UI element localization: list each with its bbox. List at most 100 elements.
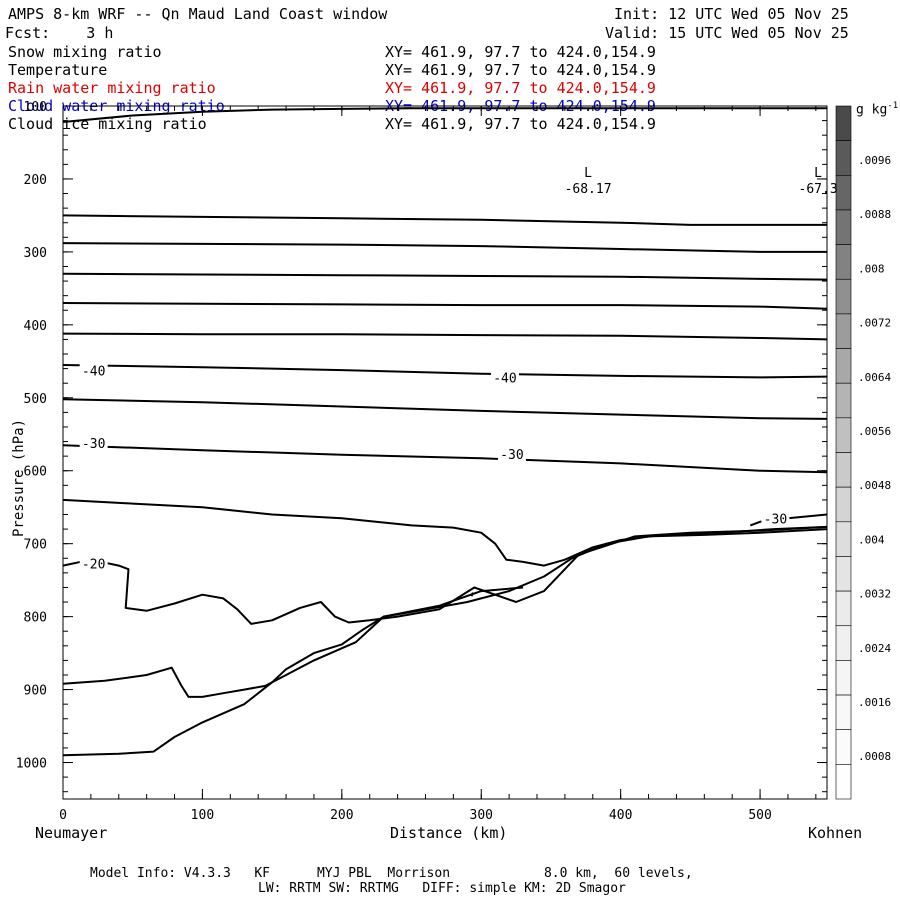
colorbar-label: .0048: [858, 479, 891, 492]
low-value: -68.17: [565, 182, 612, 197]
colorbar-label: .0016: [858, 696, 891, 709]
colorbar-label: .0056: [858, 425, 891, 438]
model-info: Model Info: V4.3.3 KF MYJ PBL Morrison 8…: [90, 866, 693, 881]
y-tick-label: 600: [24, 465, 47, 480]
colorbar-band: [835, 382, 852, 419]
contour-label: -40: [493, 372, 516, 387]
colorbar-band: [835, 590, 852, 627]
contour-line: [62, 444, 828, 474]
colorbar-band: [835, 278, 852, 315]
x-tick-label: 300: [470, 808, 493, 823]
colorbar-label: .008: [858, 262, 885, 275]
field-name: Snow mixing ratio: [8, 43, 162, 61]
plot-border: [62, 105, 828, 800]
contour-line: [62, 302, 828, 310]
field-coords: XY= 461.9, 97.7 to 424.0,154.9: [385, 61, 656, 79]
colorbar-label: .004: [858, 533, 885, 546]
colorbar-band: [835, 694, 852, 730]
y-axis-title: Pressure (hPa): [11, 418, 28, 538]
contour-line: [62, 272, 828, 281]
colorbar-band: [835, 140, 852, 176]
contour-label-bg: [79, 363, 108, 378]
physics-info: LW: RRTM SW: RRTMG DIFF: simple KM: 2D S…: [258, 881, 626, 896]
contour-label-bg: [79, 436, 108, 451]
colorbar-label: .0064: [858, 371, 891, 384]
colorbar-band: [835, 417, 852, 453]
colorbar-band: [835, 313, 852, 349]
contour-line: [62, 528, 828, 757]
y-tick-label: 400: [24, 319, 47, 334]
y-tick-label: 1000: [16, 757, 47, 772]
colorbar-band: [835, 244, 852, 280]
colorbar-band: [835, 556, 852, 592]
contour-line: [62, 107, 827, 123]
left-endpoint: Neumayer: [35, 824, 108, 842]
y-tick-label: 700: [24, 538, 47, 553]
colorbar-band: [835, 105, 852, 141]
colorbar-band: [835, 521, 852, 557]
contour-tick: [470, 592, 474, 597]
forecast-hour: Fcst: 3 h: [5, 24, 114, 42]
colorbar-band: [835, 452, 852, 488]
contour-label-bg: [490, 370, 519, 385]
colorbar-unit: g kg-1: [856, 101, 899, 118]
y-tick-label: 500: [24, 392, 47, 407]
contour-line: [62, 364, 828, 379]
contour-lines: [62, 107, 828, 757]
y-tick-label: 900: [24, 684, 47, 699]
low-marker: L: [584, 166, 592, 181]
low-value: -67.3: [799, 182, 838, 197]
colorbar-label: .0024: [858, 642, 891, 655]
contour-label: -40: [82, 364, 105, 379]
y-tick-label: 300: [24, 246, 47, 261]
colorbar-label: .0032: [858, 588, 891, 601]
contour-label: -30: [82, 437, 105, 452]
colorbar-label: .0008: [858, 750, 891, 763]
colorbar-band: [835, 175, 852, 211]
init-time: Init: 12 UTC Wed 05 Nov 25: [614, 5, 849, 23]
colorbar-band: [835, 209, 852, 245]
field-coords: XY= 461.9, 97.7 to 424.0,154.9: [385, 79, 656, 97]
plot-frame: [62, 105, 828, 800]
y-tick-label: 800: [24, 611, 47, 626]
field-coords: XY= 461.9, 97.7 to 424.0,154.9: [385, 115, 656, 133]
colorbar-band: [835, 348, 852, 384]
y-tick-label: 100: [24, 100, 47, 115]
colorbar-band: [835, 729, 852, 765]
colorbar-label: .0088: [858, 208, 891, 221]
colorbar-label: .0096: [858, 154, 891, 167]
field-name: Rain water mixing ratio: [8, 79, 216, 97]
right-endpoint: Kohnen: [808, 824, 863, 842]
contour-line: [62, 332, 828, 341]
colorbar-band: [835, 764, 852, 800]
contour-label-bg: [497, 447, 526, 462]
x-tick-label: 200: [330, 808, 353, 823]
x-tick-label: 500: [748, 808, 771, 823]
contour-label: -30: [500, 448, 523, 463]
field-name: Cloud ice mixing ratio: [8, 115, 207, 133]
contour-line: [62, 242, 827, 253]
y-tick-label: 200: [24, 173, 47, 188]
contour-labels: -40 -40-30-30-30-20L-68.17L-67.3: [79, 166, 838, 573]
contour-label: -20: [82, 558, 105, 573]
contour-label-bg: [79, 556, 108, 571]
axis-ticks: 0 100 200 300 400 500 100 200 300 400 500 600 700 800…: [16, 100, 827, 823]
x-tick-label: 0: [59, 808, 67, 823]
contour-line: [62, 525, 828, 625]
colorbar-label: .0072: [858, 317, 891, 330]
contour-line: [62, 398, 828, 420]
x-tick-label: 100: [191, 808, 214, 823]
field-coords: XY= 461.9, 97.7 to 424.0,154.9: [385, 43, 656, 61]
contour-line: [62, 214, 827, 226]
colorbar: .0096 .0088 .008 .0072 .0064 .0056 .0048 .004 .0…: [835, 105, 891, 800]
colorbar-band: [835, 486, 852, 523]
x-tick-label: 400: [609, 808, 632, 823]
x-axis-title: Distance (km): [390, 824, 508, 842]
colorbar-band: [835, 625, 852, 661]
chart-title: AMPS 8-km WRF -- Qn Maud Land Coast wind…: [8, 5, 388, 23]
contour-label-bg: [761, 511, 790, 526]
contour-label: -30: [764, 512, 787, 527]
low-marker: L: [814, 166, 822, 181]
valid-time: Valid: 15 UTC Wed 05 Nov 25: [605, 24, 849, 42]
